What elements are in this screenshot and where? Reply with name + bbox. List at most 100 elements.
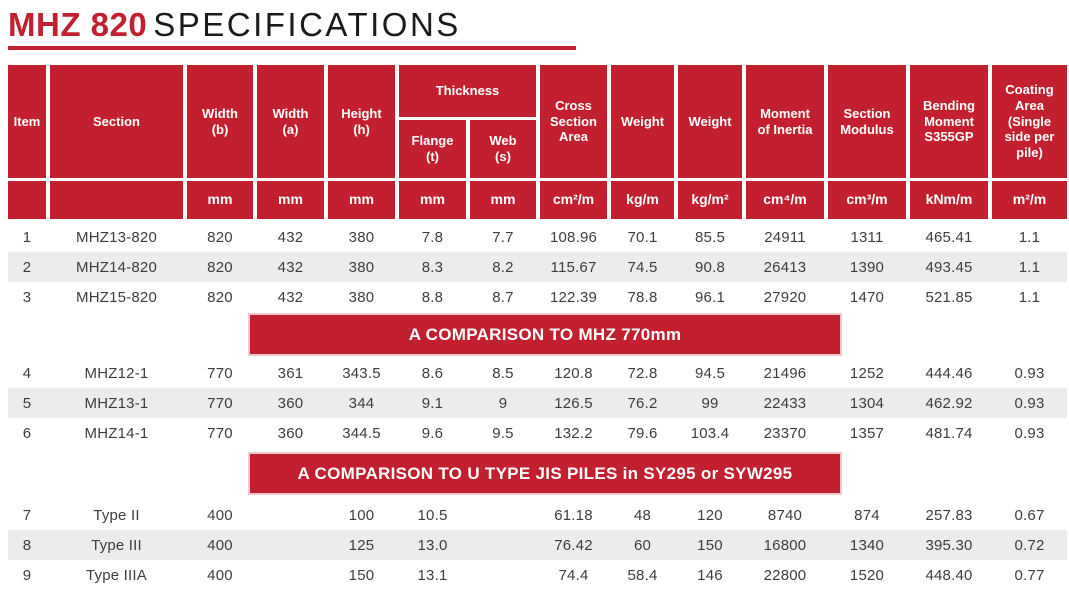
cell-item: 1 — [22, 228, 32, 246]
cell-section: Type II — [93, 506, 140, 524]
page-title-product: MHZ 820 — [8, 6, 148, 43]
cell-height-h: 380 — [348, 258, 375, 276]
cell-height-h: 343.5 — [342, 364, 381, 382]
cell-coating-area: 0.72 — [1014, 536, 1045, 554]
cell-bending-moment: 465.41 — [925, 228, 973, 246]
table-header: Item Section Width (b) Width (a) Height … — [8, 65, 1069, 219]
cell-coating-area: 0.93 — [1014, 364, 1045, 382]
cell-bending-moment: 257.83 — [925, 506, 973, 524]
spec-sheet-page: MHZ 820 SPECIFICATIONS Item Section Width… — [0, 5, 1069, 612]
cell-item: 4 — [22, 364, 32, 382]
table-row: 5 MHZ13-1 770 360 344 9.1 9 126.5 76.2 9… — [8, 388, 1067, 418]
header-thickness: Thickness — [399, 65, 536, 117]
cell-flange-t: 13.0 — [417, 536, 448, 554]
unit-coating-area: m²/m — [992, 181, 1067, 219]
cell-item: 5 — [22, 394, 32, 412]
cell-section-modulus: 1357 — [849, 424, 885, 442]
cell-cross-section-area: 122.39 — [549, 288, 598, 306]
cell-weight-kg-m: 79.6 — [627, 424, 658, 442]
unit-flange-t: mm — [399, 181, 466, 219]
cell-item: 9 — [22, 566, 32, 584]
unit-weight-kg-m: kg/m — [611, 181, 674, 219]
header-flange-t: Flange (t) — [399, 120, 466, 178]
table-row: 6 MHZ14-1 770 360 344.5 9.6 9.5 132.2 79… — [8, 418, 1067, 448]
cell-coating-area: 1.1 — [1018, 288, 1041, 306]
cell-flange-t: 9.1 — [421, 394, 444, 412]
header-cross-section-area: Cross Section Area — [540, 65, 607, 178]
cell-moment-of-inertia: 22433 — [763, 394, 807, 412]
cell-coating-area: 1.1 — [1018, 258, 1041, 276]
cell-section: Type III — [91, 536, 142, 554]
cell-section: MHZ15-820 — [76, 288, 157, 306]
cell-section-modulus: 1311 — [850, 228, 884, 246]
cell-moment-of-inertia: 21496 — [763, 364, 807, 382]
table-row: 1 MHZ13-820 820 432 380 7.8 7.7 108.96 7… — [8, 222, 1067, 252]
cell-item: 6 — [22, 424, 32, 442]
cell-section: MHZ13-820 — [76, 228, 157, 246]
cell-width-b: 770 — [207, 364, 233, 382]
cell-weight-kg-m2: 94.5 — [695, 364, 725, 382]
cell-section-modulus: 1520 — [849, 566, 885, 584]
cell-moment-of-inertia: 26413 — [763, 258, 807, 276]
unit-item — [8, 181, 46, 219]
cell-section: MHZ13-1 — [84, 394, 149, 412]
cell-section: MHZ14-820 — [76, 258, 157, 276]
cell-web-s: 9 — [498, 394, 508, 412]
cell-height-h: 100 — [348, 506, 375, 524]
title-underline — [8, 46, 576, 50]
cell-bending-moment: 444.46 — [925, 364, 973, 382]
cell-width-a: 360 — [277, 424, 304, 442]
unit-cross-section-area: cm²/m — [540, 181, 607, 219]
cell-cross-section-area: 74.4 — [558, 566, 589, 584]
cell-width-a: 432 — [277, 228, 304, 246]
cell-weight-kg-m: 76.2 — [627, 394, 658, 412]
table-row: 3 MHZ15-820 820 432 380 8.8 8.7 122.39 7… — [8, 282, 1067, 312]
header-section-modulus: Section Modulus — [828, 65, 906, 178]
cell-coating-area: 0.93 — [1014, 424, 1045, 442]
cell-weight-kg-m2: 150 — [697, 536, 723, 554]
header-weight-kg-m: Weight — [611, 65, 674, 178]
cell-cross-section-area: 76.42 — [554, 536, 593, 554]
cell-item: 8 — [22, 536, 32, 554]
cell-section-modulus: 1252 — [849, 364, 885, 382]
unit-web-s: mm — [470, 181, 536, 219]
table-row: 8 Type III 400 125 13.0 76.42 60 150 168… — [8, 530, 1067, 560]
unit-height-h: mm — [328, 181, 395, 219]
cell-section: Type IIIA — [86, 566, 147, 584]
cell-weight-kg-m2: 96.1 — [695, 288, 725, 306]
cell-width-b: 770 — [207, 394, 233, 412]
cell-weight-kg-m2: 120 — [697, 506, 723, 524]
cell-section-modulus: 1340 — [849, 536, 885, 554]
cell-section: MHZ14-1 — [84, 424, 149, 442]
unit-width-b: mm — [187, 181, 253, 219]
table-row: 4 MHZ12-1 770 361 343.5 8.6 8.5 120.8 72… — [8, 358, 1067, 388]
cell-width-b: 820 — [207, 288, 233, 306]
cell-flange-t: 9.6 — [421, 424, 444, 442]
header-web-s: Web (s) — [470, 120, 536, 178]
cell-weight-kg-m: 60 — [633, 536, 652, 554]
unit-section — [50, 181, 183, 219]
cell-flange-t: 8.6 — [421, 364, 444, 382]
cell-section-modulus: 1470 — [849, 288, 885, 306]
unit-section-modulus: cm³/m — [828, 181, 906, 219]
cell-width-a: 360 — [277, 394, 304, 412]
cell-item: 3 — [22, 288, 32, 306]
cell-width-b: 820 — [207, 258, 233, 276]
table-body: 1 MHZ13-820 820 432 380 7.8 7.7 108.96 7… — [8, 222, 1067, 590]
cell-weight-kg-m2: 99 — [701, 394, 719, 412]
header-weight-kg-m2: Weight — [678, 65, 742, 178]
table-row: 2 MHZ14-820 820 432 380 8.3 8.2 115.67 7… — [8, 252, 1067, 282]
cell-section-modulus: 1304 — [849, 394, 885, 412]
cell-weight-kg-m: 48 — [633, 506, 652, 524]
header-bending-moment: Bending Moment S355GP — [910, 65, 988, 178]
cell-coating-area: 0.77 — [1014, 566, 1045, 584]
cell-bending-moment: 521.85 — [925, 288, 973, 306]
cell-width-a: 361 — [277, 364, 304, 382]
cell-coating-area: 0.67 — [1014, 506, 1045, 524]
cell-web-s: 7.7 — [492, 228, 514, 246]
header-section: Section — [50, 65, 183, 178]
cell-web-s: 8.2 — [492, 258, 514, 276]
page-title: MHZ 820 SPECIFICATIONS — [8, 5, 1069, 45]
cell-web-s: 8.7 — [492, 288, 514, 306]
header-coating-area: Coating Area (Single side per pile) — [992, 65, 1067, 178]
